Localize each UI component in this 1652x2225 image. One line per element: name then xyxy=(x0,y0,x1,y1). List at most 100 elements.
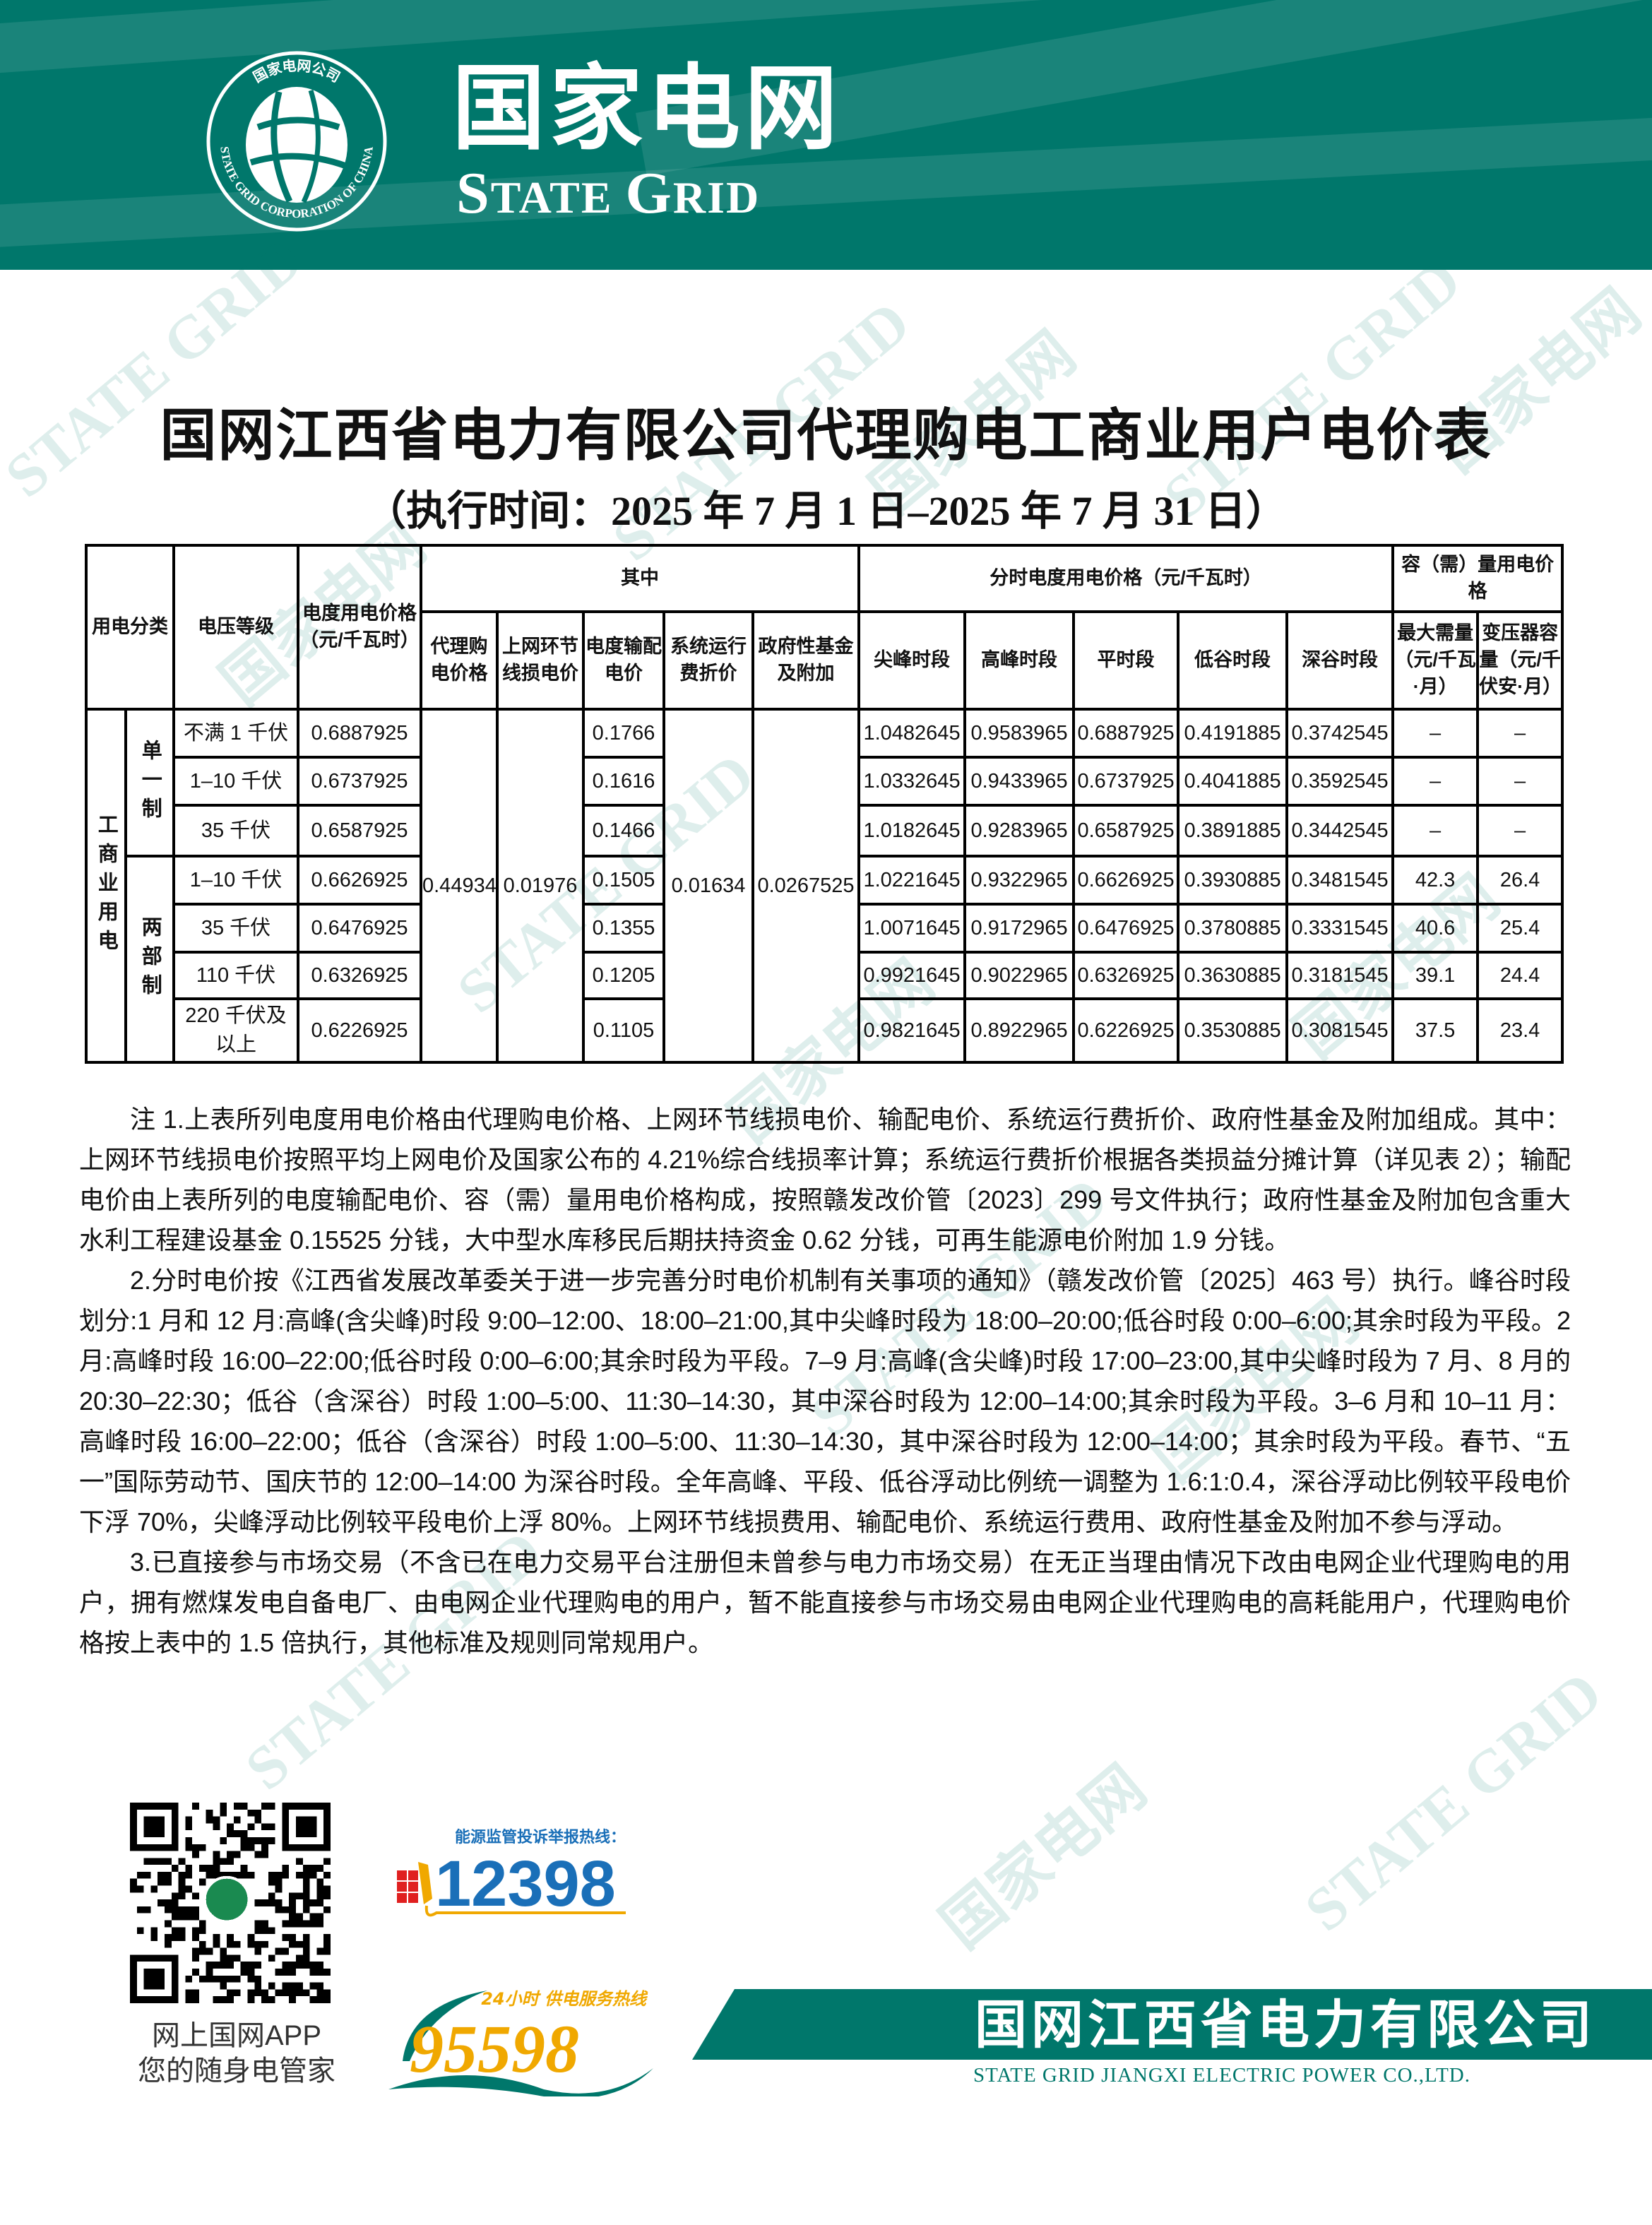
page-title: 国网江西省电力有限公司代理购电工商业用户电价表 xyxy=(160,402,1492,468)
table-row: 35 千伏 0.6476925 0.1355 1.0071645 0.9172965 0.… xyxy=(86,903,1564,954)
valley-cell: 0.4041885 xyxy=(1177,756,1289,807)
flat-cell: 0.6737925 xyxy=(1072,756,1180,807)
transformer-cell: 23.4 xyxy=(1476,997,1564,1064)
header-energy-price: 电度用电价格（元/千瓦时） xyxy=(297,544,422,711)
transmission-cell: 0.1355 xyxy=(582,903,665,954)
two-part-rate-cell: 两部制 xyxy=(124,855,175,1064)
energy-price-cell: 0.6226925 xyxy=(297,997,422,1064)
watermark: STATE GRID xyxy=(1292,1658,1615,1945)
energy-price-cell: 0.6476925 xyxy=(297,903,422,954)
app-qr-code-icon[interactable] xyxy=(130,1803,331,2003)
header-peak: 高峰时段 xyxy=(963,610,1076,711)
deep-valley-cell: 0.3592545 xyxy=(1285,756,1395,807)
transformer-cell: 24.4 xyxy=(1476,951,1564,1000)
peak-cell: 0.9283965 xyxy=(963,804,1076,858)
state-grid-logo-icon: 国家电网公司 STATE GRID CORPORATION OF CHINA xyxy=(206,51,387,232)
app-name: 网上国网APP xyxy=(151,2020,322,2051)
sharp-peak-cell: 1.0182645 xyxy=(857,804,967,858)
energy-price-cell: 0.6737925 xyxy=(297,756,422,807)
max-demand-cell: 42.3 xyxy=(1391,855,1480,906)
svg-text:能源监管投诉举报热线：: 能源监管投诉举报热线： xyxy=(455,1828,626,1846)
system-fee-cell: 0.01634 xyxy=(662,708,754,1064)
max-demand-cell: – xyxy=(1391,708,1480,759)
voltage-cell: 110 千伏 xyxy=(172,951,299,1000)
flat-cell: 0.6326925 xyxy=(1072,951,1180,1000)
sharp-peak-cell: 1.0071645 xyxy=(857,903,967,954)
flat-cell: 0.6476925 xyxy=(1072,903,1180,954)
voltage-cell: 35 千伏 xyxy=(172,804,299,858)
svg-text:12398: 12398 xyxy=(435,1848,616,1920)
agency-price-cell: 0.44934 xyxy=(420,708,499,1064)
peak-cell: 0.9583965 xyxy=(963,708,1076,759)
transformer-cell: – xyxy=(1476,708,1564,759)
svg-text:国家电网公司: 国家电网公司 xyxy=(250,57,343,86)
svg-text:95598: 95598 xyxy=(410,2011,579,2087)
table-row: 35 千伏 0.6587925 0.1466 1.0182645 0.9283965 0.… xyxy=(86,804,1564,858)
brand-header: 国家电网公司 STATE GRID CORPORATION OF CHINA 国… xyxy=(0,0,1652,270)
table-row: 工商业用电 单一制 不满 1 千伏 0.6887925 0.44934 0.01976 0.… xyxy=(85,708,1564,1064)
sharp-peak-cell: 1.0332645 xyxy=(857,756,967,807)
header-sharp-peak: 尖峰时段 xyxy=(857,610,967,711)
effective-period: （执行时间：2025 年 7 月 1 日–2025 年 7 月 31 日） xyxy=(364,488,1287,534)
sharp-peak-cell: 1.0482645 xyxy=(857,708,967,759)
header-system-fee: 系统运行费折价 xyxy=(662,610,754,711)
transformer-cell: 25.4 xyxy=(1476,903,1564,954)
svg-text:24小时 供电服务热线: 24小时 供电服务热线 xyxy=(481,1989,648,2009)
header-transmission: 电度输配电价 xyxy=(582,610,665,711)
energy-price-cell: 0.6887925 xyxy=(297,708,422,759)
deep-valley-cell: 0.3181545 xyxy=(1285,951,1395,1000)
swoosh-icon xyxy=(403,1990,487,2061)
deep-valley-cell: 0.3442545 xyxy=(1285,804,1395,858)
single-rate-cell: 单一制 xyxy=(124,708,175,858)
table-row: 220 千伏及以上 0.6226925 0.1105 0.9821645 0.89229… xyxy=(86,997,1564,1064)
phone-keypad-icon xyxy=(397,1862,432,1904)
sharp-peak-cell: 0.9821645 xyxy=(857,997,967,1064)
peak-cell: 0.9172965 xyxy=(963,903,1076,954)
hotline-12398-badge: 能源监管投诉举报热线： 12398 xyxy=(397,1828,626,1920)
max-demand-cell: – xyxy=(1391,756,1480,807)
voltage-cell: 1–10 千伏 xyxy=(172,756,299,807)
hotline-95598-badge: 24小时 供电服务热线 95598 xyxy=(388,1989,653,2096)
sharp-peak-cell: 1.0221645 xyxy=(857,855,967,906)
flat-cell: 0.6887925 xyxy=(1072,708,1180,759)
gov-fund-cell: 0.0267525 xyxy=(751,708,861,1064)
deep-valley-cell: 0.3481545 xyxy=(1285,855,1395,906)
transmission-cell: 0.1205 xyxy=(582,951,665,1000)
transformer-cell: – xyxy=(1476,804,1564,858)
peak-cell: 0.9322965 xyxy=(963,855,1076,906)
peak-cell: 0.8922965 xyxy=(963,997,1076,1064)
table-row: 两部制 1–10 千伏 0.6626925 0.1505 1.0221645 0.9322… xyxy=(86,855,1564,1064)
flat-cell: 0.6226925 xyxy=(1072,997,1180,1064)
brand-name-en: STATE GRID xyxy=(456,160,761,226)
voltage-cell: 不满 1 千伏 xyxy=(172,708,299,759)
table-row: 110 千伏 0.6326925 0.1205 0.9921645 0.9022965 0… xyxy=(86,951,1564,1000)
category-cell: 工商业用电 xyxy=(85,708,127,1064)
header-of-which: 其中 xyxy=(419,544,861,613)
deep-valley-cell: 0.3081545 xyxy=(1285,997,1395,1064)
company-name-en: STATE GRID JIANGXI ELECTRIC POWER CO.,LT… xyxy=(973,2064,1470,2087)
header-max-demand: 最大需量（元/千瓦·月） xyxy=(1391,610,1480,711)
voltage-cell: 35 千伏 xyxy=(172,903,299,954)
note-2: 2.分时电价按《江西省发展改革委关于进一步完善分时电价机制有关事项的通知》（赣发… xyxy=(79,1266,1571,1536)
deep-valley-cell: 0.3742545 xyxy=(1285,708,1395,759)
sharp-peak-cell: 0.9921645 xyxy=(857,951,967,1000)
header-valley: 低谷时段 xyxy=(1177,610,1289,711)
header-agency-price: 代理购电价格 xyxy=(420,610,499,711)
valley-cell: 0.3891885 xyxy=(1177,804,1289,858)
transmission-cell: 0.1766 xyxy=(582,708,665,759)
header-grid-loss: 上网环节线损电价 xyxy=(496,610,585,711)
company-name-cn: 国网江西省电力有限公司 xyxy=(975,1995,1596,2054)
transmission-cell: 0.1466 xyxy=(582,804,665,858)
header-category: 用电分类 xyxy=(85,544,175,711)
grid-loss-cell: 0.01976 xyxy=(496,708,585,1064)
peak-cell: 0.9022965 xyxy=(963,951,1076,1000)
voltage-cell: 1–10 千伏 xyxy=(172,855,299,906)
max-demand-cell: 40.6 xyxy=(1391,903,1480,954)
max-demand-cell: 39.1 xyxy=(1391,951,1480,1000)
header-voltage: 电压等级 xyxy=(172,544,299,711)
flat-cell: 0.6626925 xyxy=(1072,855,1180,906)
valley-cell: 0.3630885 xyxy=(1177,951,1289,1000)
max-demand-cell: 37.5 xyxy=(1391,997,1480,1064)
brand-name-cn: 国家电网 xyxy=(452,54,842,163)
table-row: 1–10 千伏 0.6737925 0.1616 1.0332645 0.9433965… xyxy=(86,756,1564,807)
